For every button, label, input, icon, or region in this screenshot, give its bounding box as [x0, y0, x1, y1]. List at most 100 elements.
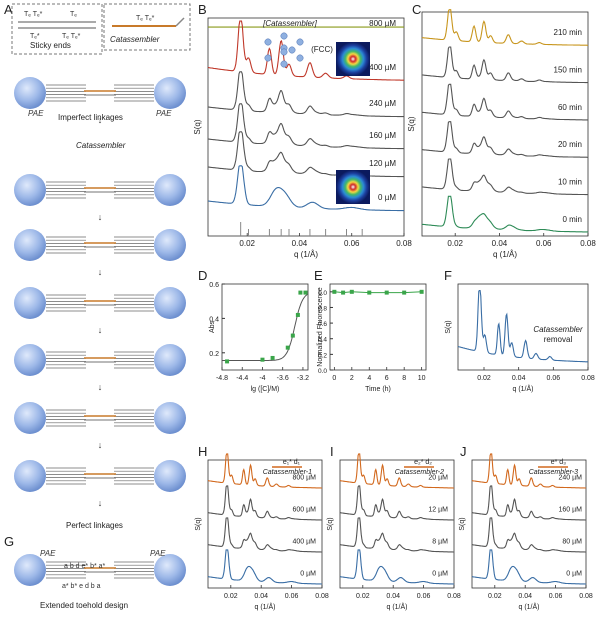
series-label-2: 80 µM — [562, 538, 582, 545]
catassembler-box — [103, 3, 191, 51]
panel-label-f: F — [444, 268, 452, 283]
x-tick-label: 0.06 — [344, 239, 360, 248]
plot-frame — [221, 283, 309, 371]
chart-f: 0.02 0.04 0.06 0.08 q (1/Å) S(q) Catassemblerr… — [445, 283, 595, 393]
data-point-4 — [384, 290, 389, 295]
pae-sphere-left — [14, 402, 46, 434]
panel-title: Catassembler-3 — [529, 469, 578, 476]
series-label-0: 800 µM — [369, 19, 396, 28]
pae-sphere-left — [14, 77, 46, 109]
x-axis-label: q (1/Å) — [512, 384, 533, 393]
plot-frame — [207, 459, 323, 589]
extended-toehold-label: Extended toehold design — [40, 601, 128, 610]
down-arrow-icon: ↓ — [98, 325, 103, 335]
series-label-2: 8 µM — [432, 538, 448, 545]
x-tick-label: 0.02 — [224, 593, 238, 600]
series-label-0: 800 µM — [293, 474, 317, 481]
y-axis-label: S(q) — [193, 119, 202, 134]
y-axis-label: Abs — [209, 320, 216, 333]
x-tick-label: 0.04 — [292, 239, 308, 248]
x-tick-label: 0.06 — [285, 593, 299, 600]
series-line-3 — [421, 121, 588, 158]
series-line-1 — [421, 46, 588, 84]
fit-curve — [222, 293, 309, 361]
x-tick-label: 0.06 — [547, 375, 561, 382]
strand-label: e* d₃ — [551, 459, 566, 466]
series-line-1 — [339, 485, 454, 521]
series-line-2 — [421, 83, 588, 121]
data-point-2 — [349, 289, 354, 294]
lattice-atom — [288, 46, 296, 54]
series-line-2 — [207, 517, 322, 553]
x-tick-label: 0.02 — [447, 239, 463, 248]
series-line-3 — [207, 103, 405, 150]
data-point-6 — [298, 290, 303, 295]
pae-sphere-left — [14, 174, 46, 206]
x-axis-label: q (1/Å) — [254, 602, 275, 611]
lattice-atom — [280, 60, 288, 68]
plot-frame — [329, 283, 427, 371]
series-label-1: 150 min — [554, 65, 582, 74]
data-point-6 — [419, 289, 424, 294]
x-tick-label: 0.02 — [356, 593, 370, 600]
data-point-7 — [303, 290, 308, 295]
series-line-0 — [339, 453, 454, 489]
x-tick-label: 0.04 — [518, 593, 532, 600]
series-line-0 — [421, 9, 588, 46]
pae-sphere-right — [154, 402, 186, 434]
annotation-line-1: Catassembler — [533, 325, 583, 334]
chart-j: 0.02 0.04 0.06 0.08 q (1/Å) S(q) 240 µM 160 µM 8… — [459, 453, 593, 611]
panel-label-a: A — [4, 2, 13, 17]
strand-label: e₁* d₁ — [283, 459, 301, 466]
x-tick-label: 6 — [385, 375, 389, 382]
pae-sphere-right — [154, 174, 186, 206]
x-tick-label: 0.04 — [512, 375, 526, 382]
series-label-3: 0 µM — [300, 570, 316, 577]
series-line-1 — [207, 20, 404, 81]
series-line-1 — [207, 485, 322, 521]
series-label-2: 60 min — [558, 103, 582, 112]
saxs-pattern-fcc-image — [336, 42, 370, 76]
series-line-1 — [471, 485, 586, 521]
tt-label-4: Tₑ Tₑ* — [62, 33, 81, 40]
pae-pair-row-1: ↓ — [14, 174, 186, 222]
x-axis-label: Time (h) — [365, 386, 391, 393]
series-label-4: 10 min — [558, 177, 582, 186]
x-tick-label: 0.04 — [386, 593, 400, 600]
sticky-ends-label: Sticky ends — [30, 41, 71, 50]
pae-sphere-left — [14, 344, 46, 376]
plot-frame — [339, 459, 455, 589]
x-tick-label: 0.08 — [396, 239, 412, 248]
plot-frame — [471, 459, 587, 589]
down-arrow-icon: ↓ — [98, 382, 103, 392]
panel-title: Catassembler-2 — [395, 469, 444, 476]
chart-b: 0.02 0.04 0.06 0.08 q (1/Å) S(q) 800 µM 400 µM 2… — [193, 17, 412, 259]
x-tick-label: 0.04 — [492, 239, 508, 248]
x-axis-label: lg ([C]/M) — [251, 386, 280, 393]
pae-sphere-right — [154, 344, 186, 376]
series-label-3: 20 min — [558, 140, 582, 149]
header-label: [Catassembler] — [262, 19, 318, 28]
saxs-pattern-initial-image — [336, 170, 370, 204]
lattice-atom — [264, 54, 272, 62]
y-axis-label: S(q) — [459, 517, 466, 530]
x-tick-label: 0.08 — [315, 593, 329, 600]
pae-pair-row-7 — [14, 554, 186, 586]
x-tick-label: 0 — [332, 375, 336, 382]
data-point-2 — [270, 355, 275, 360]
panel-label-j: J — [460, 444, 467, 459]
series-label-2: 400 µM — [293, 538, 317, 545]
x-tick-label: 2 — [350, 375, 354, 382]
panel-label-d: D — [198, 268, 207, 283]
x-tick-label: 0.06 — [549, 593, 563, 600]
g-seq-bottom: a* b* e d b a — [62, 583, 101, 590]
x-tick-label: 8 — [402, 375, 406, 382]
series-label-4: 120 µM — [369, 159, 396, 168]
catassembler-step-label: Catassembler — [76, 141, 126, 150]
lattice-atom — [280, 48, 288, 56]
x-tick-label: 0.08 — [579, 593, 593, 600]
pae-sphere-right — [154, 287, 186, 319]
data-point-3 — [367, 290, 372, 295]
x-tick-label: 0.02 — [239, 239, 255, 248]
perfect-linkages-label: Perfect linkages — [66, 521, 123, 530]
